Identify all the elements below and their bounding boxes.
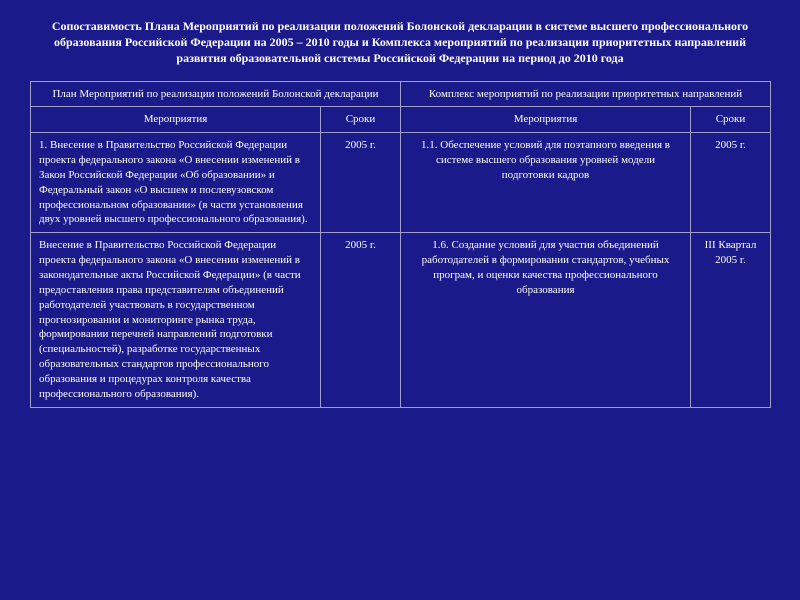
header-row-2: Мероприятия Сроки Мероприятия Сроки xyxy=(31,107,771,133)
header-left-measure: Мероприятия xyxy=(31,107,321,133)
table-row: 1. Внесение в Правительство Российской Ф… xyxy=(31,133,771,233)
cell-left-date: 2005 г. xyxy=(321,133,401,233)
table-body: 1. Внесение в Правительство Российской Ф… xyxy=(31,133,771,407)
comparison-table: План Мероприятий по реализации положений… xyxy=(30,81,771,408)
cell-left-date: 2005 г. xyxy=(321,233,401,407)
header-right-date: Сроки xyxy=(691,107,771,133)
page-title: Сопоставимость Плана Мероприятий по реал… xyxy=(30,18,770,67)
header-left-date: Сроки xyxy=(321,107,401,133)
table-row: Внесение в Правительство Российской Феде… xyxy=(31,233,771,407)
header-right-group: Комплекс мероприятий по реализации приор… xyxy=(401,81,771,107)
cell-left-measure: 1. Внесение в Правительство Российской Ф… xyxy=(31,133,321,233)
cell-left-measure: Внесение в Правительство Российской Феде… xyxy=(31,233,321,407)
header-right-measure: Мероприятия xyxy=(401,107,691,133)
header-left-group: План Мероприятий по реализации положений… xyxy=(31,81,401,107)
cell-right-measure: 1.6. Создание условий для участия объеди… xyxy=(401,233,691,407)
cell-right-measure: 1.1. Обеспечение условий для поэтапного … xyxy=(401,133,691,233)
cell-right-date: 2005 г. xyxy=(691,133,771,233)
cell-right-date: III Квартал 2005 г. xyxy=(691,233,771,407)
header-row-1: План Мероприятий по реализации положений… xyxy=(31,81,771,107)
